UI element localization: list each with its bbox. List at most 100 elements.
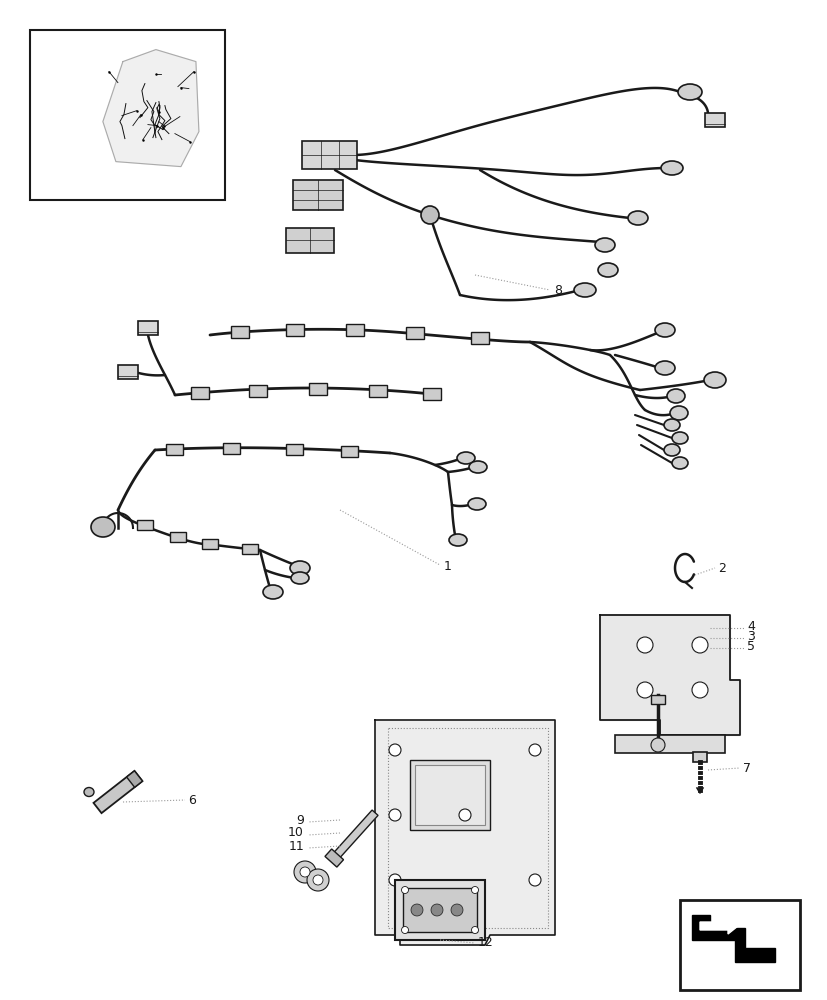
Bar xyxy=(285,324,304,336)
Bar xyxy=(166,444,184,454)
Text: 11: 11 xyxy=(288,840,304,852)
Bar xyxy=(614,735,724,753)
Ellipse shape xyxy=(263,585,283,599)
Ellipse shape xyxy=(84,788,94,796)
Circle shape xyxy=(636,637,653,653)
Bar xyxy=(403,888,476,932)
Ellipse shape xyxy=(627,211,648,225)
Circle shape xyxy=(389,744,400,756)
Circle shape xyxy=(471,926,478,934)
Bar xyxy=(285,228,333,252)
Circle shape xyxy=(389,809,400,821)
Text: 1: 1 xyxy=(443,560,452,574)
Bar xyxy=(405,327,423,339)
Bar xyxy=(170,532,186,542)
Circle shape xyxy=(636,682,653,698)
Ellipse shape xyxy=(468,461,486,473)
Text: 3: 3 xyxy=(746,630,754,643)
Ellipse shape xyxy=(660,161,682,175)
Ellipse shape xyxy=(672,457,687,469)
Text: 12: 12 xyxy=(477,936,493,950)
Bar xyxy=(223,442,240,454)
Circle shape xyxy=(650,738,664,752)
Bar xyxy=(191,387,208,399)
Bar xyxy=(679,900,799,990)
Ellipse shape xyxy=(703,372,725,388)
Ellipse shape xyxy=(573,283,595,297)
Ellipse shape xyxy=(91,517,115,537)
Bar xyxy=(231,326,249,338)
Bar xyxy=(346,324,364,336)
Text: 5: 5 xyxy=(746,640,754,652)
Text: 7: 7 xyxy=(742,762,750,776)
Circle shape xyxy=(389,874,400,886)
Bar xyxy=(293,180,342,210)
Circle shape xyxy=(401,926,408,934)
Ellipse shape xyxy=(467,498,485,510)
Circle shape xyxy=(401,886,408,894)
Bar xyxy=(369,385,386,397)
Circle shape xyxy=(294,861,316,883)
Circle shape xyxy=(410,904,423,916)
Ellipse shape xyxy=(663,444,679,456)
Ellipse shape xyxy=(667,389,684,403)
Bar xyxy=(302,141,357,169)
Bar xyxy=(138,321,158,335)
Bar xyxy=(136,520,153,530)
Ellipse shape xyxy=(669,406,687,420)
Ellipse shape xyxy=(597,263,617,277)
Bar xyxy=(118,365,138,379)
Bar xyxy=(650,695,664,704)
Circle shape xyxy=(691,637,707,653)
Bar xyxy=(423,388,441,400)
Text: 9: 9 xyxy=(296,814,304,826)
Polygon shape xyxy=(375,720,554,945)
Bar xyxy=(93,771,142,813)
Text: 4: 4 xyxy=(746,619,754,633)
Bar xyxy=(341,446,358,456)
Ellipse shape xyxy=(289,561,309,575)
Text: 10: 10 xyxy=(288,826,304,840)
Circle shape xyxy=(691,682,707,698)
Polygon shape xyxy=(691,915,774,962)
Bar xyxy=(394,880,485,940)
Circle shape xyxy=(471,886,478,894)
Ellipse shape xyxy=(420,206,438,224)
Ellipse shape xyxy=(448,534,466,546)
Ellipse shape xyxy=(654,361,674,375)
Circle shape xyxy=(528,744,540,756)
Circle shape xyxy=(528,874,540,886)
Bar xyxy=(286,444,304,454)
Text: 6: 6 xyxy=(188,794,196,808)
Bar xyxy=(471,332,489,344)
Ellipse shape xyxy=(457,452,475,464)
Bar xyxy=(704,113,724,127)
Ellipse shape xyxy=(663,419,679,431)
Bar xyxy=(127,771,142,787)
Bar xyxy=(308,383,327,395)
Ellipse shape xyxy=(290,572,308,584)
Polygon shape xyxy=(103,50,198,167)
Circle shape xyxy=(431,904,442,916)
Polygon shape xyxy=(699,918,737,934)
Ellipse shape xyxy=(595,238,614,252)
Bar xyxy=(332,810,378,860)
Polygon shape xyxy=(600,615,739,735)
Circle shape xyxy=(307,869,328,891)
Bar xyxy=(30,30,225,200)
Circle shape xyxy=(299,867,309,877)
Ellipse shape xyxy=(654,323,674,337)
Circle shape xyxy=(458,809,471,821)
Bar xyxy=(324,849,343,867)
Text: 8: 8 xyxy=(553,284,562,298)
Bar xyxy=(202,539,218,549)
Ellipse shape xyxy=(677,84,701,100)
Circle shape xyxy=(313,875,323,885)
Bar xyxy=(409,760,490,830)
Ellipse shape xyxy=(672,432,687,444)
Bar xyxy=(692,752,706,762)
Circle shape xyxy=(451,904,462,916)
Bar xyxy=(241,544,258,554)
Bar xyxy=(414,765,485,825)
Text: 2: 2 xyxy=(717,562,725,574)
